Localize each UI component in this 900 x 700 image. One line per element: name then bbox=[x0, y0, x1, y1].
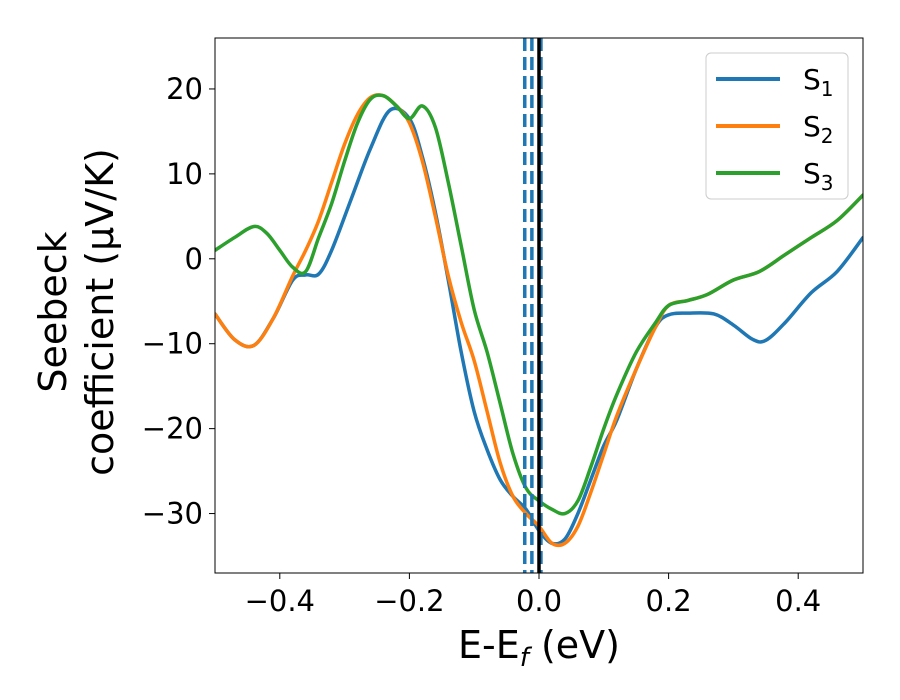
y-tick-label: 0 bbox=[185, 242, 203, 276]
x-axis-ticks: −0.4 −0.2 0.0 0.2 0.4 bbox=[245, 573, 821, 618]
x-tick-label: 0.2 bbox=[646, 584, 692, 618]
x-tick-label: −0.4 bbox=[245, 584, 315, 618]
y-tick-label: −30 bbox=[142, 497, 203, 531]
y-axis-label: Seebeck coefficient (μV/K) bbox=[31, 148, 122, 476]
y-tick-label: −10 bbox=[142, 327, 203, 361]
series-line-s3 bbox=[215, 93, 863, 516]
legend-label-s3: S3 bbox=[803, 157, 834, 195]
y-tick-label: −20 bbox=[142, 412, 203, 446]
x-tick-label: −0.2 bbox=[374, 584, 444, 618]
x-tick-label: 0.0 bbox=[516, 584, 562, 618]
legend: S1 S2 S3 bbox=[705, 52, 849, 200]
series-layer bbox=[215, 93, 863, 548]
x-axis-label: E-Ef (eV) bbox=[458, 623, 620, 673]
legend-label-s2: S2 bbox=[803, 110, 834, 148]
y-axis-label-line2: coefficient (μV/K) bbox=[78, 148, 122, 476]
y-axis-ticks: −30 −20 −10 0 10 20 bbox=[142, 72, 215, 531]
y-tick-label: 20 bbox=[166, 72, 203, 106]
y-tick-label: 10 bbox=[166, 157, 203, 191]
vertical-lines bbox=[522, 38, 543, 573]
x-tick-label: 0.4 bbox=[775, 584, 821, 618]
y-axis-label-line1: Seebeck bbox=[31, 231, 75, 392]
legend-label-s1: S1 bbox=[803, 63, 834, 101]
